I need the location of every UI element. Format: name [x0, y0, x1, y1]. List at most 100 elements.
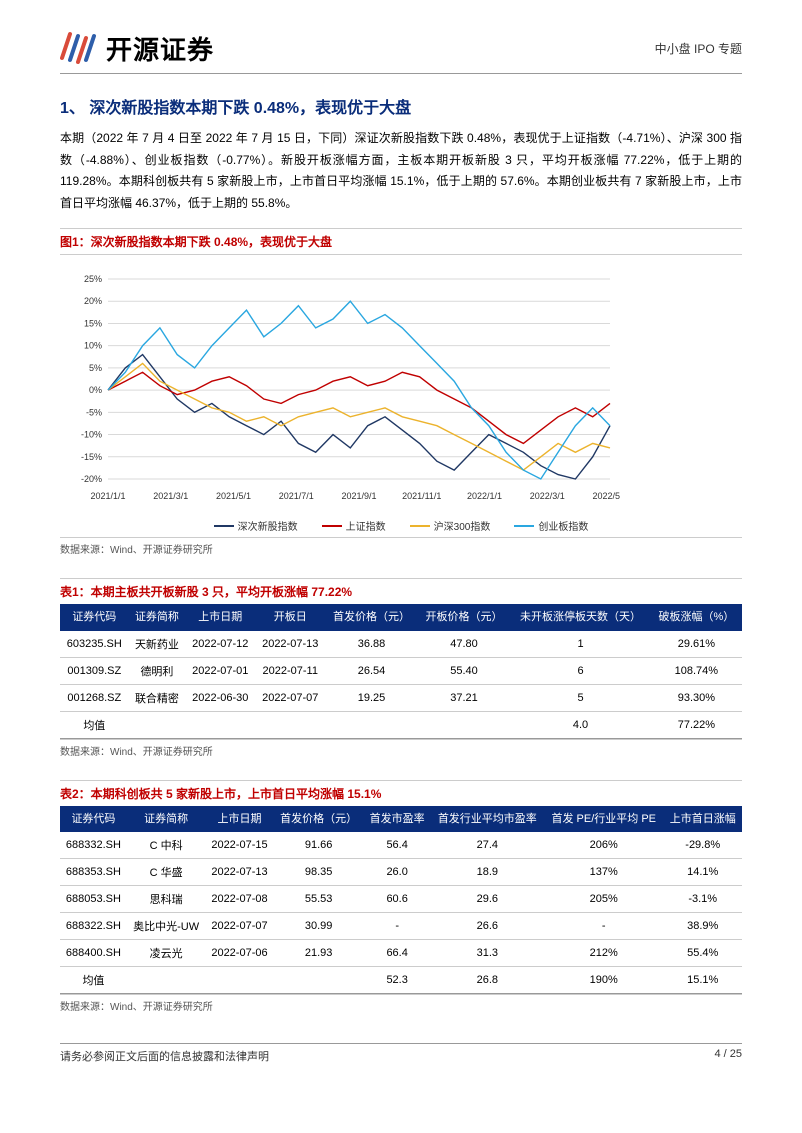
table-cell	[325, 711, 418, 738]
table-cell: 688400.SH	[60, 939, 127, 966]
table-cell: 14.1%	[663, 858, 742, 885]
line-chart: -20%-15%-10%-5%0%5%10%15%20%25%2021/1/12…	[60, 269, 620, 509]
table-cell: 688053.SH	[60, 885, 127, 912]
table-cell	[185, 711, 255, 738]
svg-text:2021/7/1: 2021/7/1	[279, 491, 314, 501]
section-title: 1、 深次新股指数本期下跌 0.48%，表现优于大盘	[60, 94, 742, 118]
table-cell	[205, 966, 273, 993]
table-cell: 1	[510, 631, 650, 658]
table-cell: 2022-07-13	[205, 858, 273, 885]
table-cell: 47.80	[418, 631, 511, 658]
table-cell: 21.93	[274, 939, 364, 966]
table1: 证券代码证券简称上市日期开板日首发价格（元）开板价格（元）未开板涨停板天数（天）…	[60, 604, 742, 738]
table-cell: 688353.SH	[60, 858, 127, 885]
figure1-chart: -20%-15%-10%-5%0%5%10%15%20%25%2021/1/12…	[60, 259, 742, 537]
table-cell: 688322.SH	[60, 912, 127, 939]
legend-item: 沪深300指数	[410, 518, 491, 533]
table-cell: 77.22%	[651, 711, 742, 738]
svg-text:0%: 0%	[89, 385, 102, 395]
table-cell: 2022-07-15	[205, 832, 273, 859]
table2-title: 表2：本期科创板共 5 家新股上市，上市首日平均涨幅 15.1%	[60, 780, 742, 806]
svg-text:25%: 25%	[84, 274, 102, 284]
legend-label: 创业板指数	[538, 518, 588, 533]
table-cell: 55.40	[418, 657, 511, 684]
table-row: 001309.SZ德明利2022-07-012022-07-1126.5455.…	[60, 657, 742, 684]
svg-text:2022/1/1: 2022/1/1	[467, 491, 502, 501]
table-cell: 108.74%	[651, 657, 742, 684]
svg-text:10%: 10%	[84, 341, 102, 351]
figure1-title: 图1：深次新股指数本期下跌 0.48%，表现优于大盘	[60, 228, 742, 255]
table-cell: 26.54	[325, 657, 418, 684]
table1-source: 数据来源：Wind、开源证券研究所	[60, 739, 742, 758]
table-avg-row: 均值 4.077.22%	[60, 711, 742, 738]
table-cell: 2022-07-01	[185, 657, 255, 684]
logo-text: 开源证券	[106, 30, 214, 67]
table-header-cell: 首发价格（元）	[325, 604, 418, 630]
table-cell: 天新药业	[129, 631, 186, 658]
legend-swatch	[214, 525, 234, 527]
legend-label: 沪深300指数	[434, 518, 491, 533]
table-row: 688053.SH思科瑞2022-07-0855.5360.629.6205%-…	[60, 885, 742, 912]
legend-item: 创业板指数	[514, 518, 588, 533]
table-cell: 38.9%	[663, 912, 742, 939]
svg-text:2021/9/1: 2021/9/1	[341, 491, 376, 501]
table-cell: C 华盛	[127, 858, 206, 885]
table-cell: 26.8	[431, 966, 545, 993]
svg-text:15%: 15%	[84, 319, 102, 329]
table-cell: 31.3	[431, 939, 545, 966]
table-cell: 91.66	[274, 832, 364, 859]
table-cell: 29.6	[431, 885, 545, 912]
table2-source: 数据来源：Wind、开源证券研究所	[60, 994, 742, 1013]
table-cell: 137%	[544, 858, 663, 885]
table-cell: 凌云光	[127, 939, 206, 966]
table-cell: 001309.SZ	[60, 657, 129, 684]
legend-swatch	[514, 525, 534, 527]
table-header-cell: 证券简称	[129, 604, 186, 630]
table-row: 688400.SH凌云光2022-07-0621.9366.431.3212%5…	[60, 939, 742, 966]
svg-text:2021/5/1: 2021/5/1	[216, 491, 251, 501]
svg-text:-20%: -20%	[81, 474, 102, 484]
svg-text:-10%: -10%	[81, 430, 102, 440]
table-cell: 205%	[544, 885, 663, 912]
table-header-cell: 首发行业平均市盈率	[431, 806, 545, 832]
table-cell: 19.25	[325, 684, 418, 711]
table-cell: -3.1%	[663, 885, 742, 912]
table-cell: 5	[510, 684, 650, 711]
table-cell: -	[544, 912, 663, 939]
table-header-cell: 开板日	[255, 604, 325, 630]
table-cell: 93.30%	[651, 684, 742, 711]
table-cell: 30.99	[274, 912, 364, 939]
legend-item: 上证指数	[322, 518, 386, 533]
figure1-source: 数据来源：Wind、开源证券研究所	[60, 537, 742, 556]
svg-text:2021/11/1: 2021/11/1	[402, 491, 441, 501]
table-cell: 98.35	[274, 858, 364, 885]
svg-text:2021/1/1: 2021/1/1	[90, 491, 125, 501]
table-header-cell: 上市日期	[185, 604, 255, 630]
table-cell: C 中科	[127, 832, 206, 859]
table-cell: 212%	[544, 939, 663, 966]
table-cell	[418, 711, 511, 738]
table-cell: 15.1%	[663, 966, 742, 993]
table-header-cell: 上市首日涨幅	[663, 806, 742, 832]
table-cell: 4.0	[510, 711, 650, 738]
table-row: 603235.SH天新药业2022-07-122022-07-1336.8847…	[60, 631, 742, 658]
table-cell: 2022-06-30	[185, 684, 255, 711]
table-cell: 均值	[60, 966, 127, 993]
table-cell: 26.0	[364, 858, 431, 885]
table-cell: 2022-07-07	[255, 684, 325, 711]
table-cell: -29.8%	[663, 832, 742, 859]
section-body: 本期（2022 年 7 月 4 日至 2022 年 7 月 15 日，下同）深证…	[60, 128, 742, 214]
table-cell	[274, 966, 364, 993]
table-cell: 55.4%	[663, 939, 742, 966]
table-cell: 27.4	[431, 832, 545, 859]
svg-text:20%: 20%	[84, 297, 102, 307]
table-cell: 2022-07-11	[255, 657, 325, 684]
table-header-cell: 证券简称	[127, 806, 206, 832]
table-cell: 均值	[60, 711, 129, 738]
table-header-cell: 证券代码	[60, 604, 129, 630]
table-cell: 奥比中光-UW	[127, 912, 206, 939]
footer-page-number: 4 / 25	[714, 1048, 742, 1064]
table-cell: 001268.SZ	[60, 684, 129, 711]
legend-item: 深次新股指数	[214, 518, 298, 533]
legend-label: 深次新股指数	[238, 518, 298, 533]
